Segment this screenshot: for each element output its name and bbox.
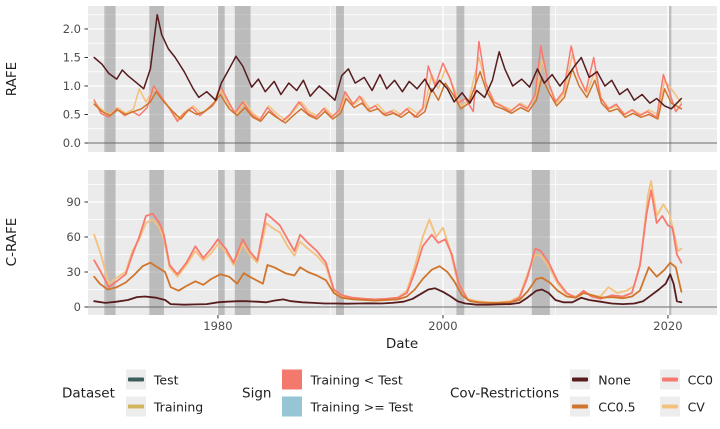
series-line-cc0 <box>93 40 683 123</box>
y-tick-label: 30 <box>66 265 81 279</box>
recession-band <box>336 170 344 315</box>
series-line-cc0-5 <box>93 68 683 124</box>
recession-band <box>217 6 225 152</box>
series-line-none <box>93 273 683 306</box>
recession-band <box>669 170 672 315</box>
y-tick-label: 60 <box>66 230 81 244</box>
legend-label: Training >= Test <box>310 399 414 414</box>
y-axis-title-crafe: C-RAFE <box>4 218 20 267</box>
legend-label: CV <box>687 399 705 414</box>
legend-group-dataset: Dataset Test Training <box>62 369 204 417</box>
recession-band <box>531 170 550 315</box>
legend-entry-training: Training <box>125 396 204 417</box>
legend-label: CC0 <box>687 372 713 387</box>
legend-line-key-icon <box>659 396 680 417</box>
y-tick-label: 0.0 <box>63 136 81 150</box>
legend-line-key-icon <box>659 369 680 390</box>
legend-label: None <box>598 372 631 387</box>
recession-band <box>104 6 116 152</box>
legend-label: Test <box>153 372 179 387</box>
y-tick-label: 1.0 <box>63 79 81 93</box>
legend-group-sign: Sign Training < Test Training >= Test <box>242 369 414 417</box>
y-tick-label: 90 <box>66 195 81 209</box>
legend-entry-test: Test <box>125 369 203 390</box>
panel-background <box>88 170 717 315</box>
y-tick-label: 0 <box>74 300 81 314</box>
legend-title: Sign <box>242 385 272 401</box>
series-line-cc0-5 <box>93 261 683 304</box>
recession-band <box>149 6 164 152</box>
legend-entry-training-test: Training < Test <box>282 369 413 390</box>
recession-band <box>336 6 344 152</box>
legend-title: Dataset <box>62 385 115 401</box>
legend-swatch-icon <box>282 396 303 417</box>
legend-swatch-icon <box>282 369 303 390</box>
recession-band <box>669 6 672 152</box>
chart-legend: Dataset Test Training Sign Training < Test Tr… <box>0 357 720 429</box>
legend-entry-cv: CV <box>659 396 713 417</box>
y-tick-label: 2.0 <box>63 22 81 36</box>
series-line-cc0 <box>93 189 683 304</box>
recession-band <box>456 170 465 315</box>
legend-label: Training < Test <box>310 372 403 387</box>
recession-band <box>234 170 251 315</box>
y-tick-label: 0.5 <box>63 107 81 121</box>
recession-band <box>234 6 251 152</box>
panel-background <box>88 6 717 152</box>
legend-label: CC0.5 <box>598 399 636 414</box>
legend-line-key-icon <box>125 369 146 390</box>
legend-line-key-icon <box>125 396 146 417</box>
legend-entry-training-test: Training >= Test <box>282 396 414 417</box>
recession-band <box>456 6 465 152</box>
x-tick-label: 2000 <box>428 319 457 333</box>
legend-entry-cc0: CC0 <box>659 369 713 390</box>
series-line-none <box>93 13 683 110</box>
legend-label: Training <box>153 399 204 414</box>
x-tick-label: 1980 <box>203 319 232 333</box>
legend-entry-none: None <box>570 369 635 390</box>
y-axis-title-rafe: RAFE <box>4 62 20 96</box>
legend-entry-cc0-5: CC0.5 <box>570 396 636 417</box>
legend-line-key-icon <box>570 369 591 390</box>
x-axis-title: Date <box>386 336 418 352</box>
legend-group-cov-restrictions: Cov-Restrictions None CC0.5 CC0 CV <box>450 369 713 417</box>
recession-band <box>149 170 164 315</box>
legend-title: Cov-Restrictions <box>450 385 560 401</box>
y-tick-label: 1.5 <box>63 50 81 64</box>
recession-band <box>104 170 116 315</box>
x-tick-label: 2020 <box>653 319 682 333</box>
legend-line-key-icon <box>570 396 591 417</box>
